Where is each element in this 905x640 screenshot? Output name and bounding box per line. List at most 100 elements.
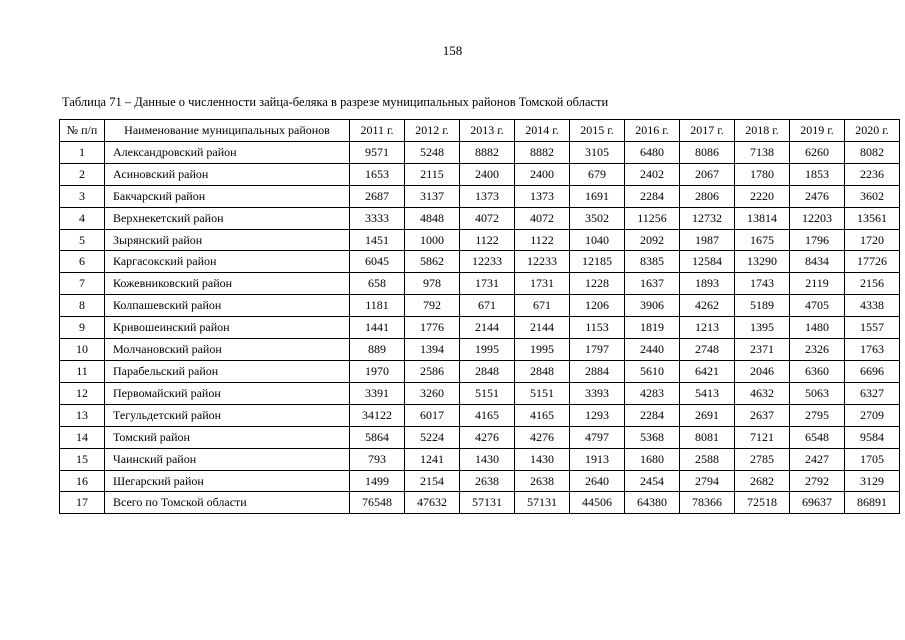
value-cell: 8434	[789, 250, 845, 274]
value-cell: 1000	[404, 228, 460, 252]
value-cell: 2709	[844, 403, 900, 427]
district-name-cell: Молчановский район	[104, 338, 350, 361]
row-number-cell: 5	[59, 228, 105, 252]
value-cell: 47632	[404, 491, 460, 515]
value-cell: 1731	[459, 272, 515, 296]
value-cell: 2638	[459, 469, 515, 493]
value-cell: 1763	[844, 338, 900, 361]
value-cell: 1373	[459, 184, 515, 208]
column-header: 2018 г.	[734, 119, 790, 142]
district-name-cell: Каргасокский район	[104, 250, 350, 274]
value-cell: 5248	[404, 140, 460, 164]
value-cell: 4283	[624, 381, 680, 405]
district-name-cell: Александровский район	[104, 140, 350, 164]
district-name-cell: Тегульдетский район	[104, 403, 350, 427]
value-cell: 2682	[734, 469, 790, 493]
value-cell: 5413	[679, 381, 735, 405]
column-header: 2019 г.	[789, 119, 845, 142]
value-cell: 13561	[844, 206, 900, 230]
value-cell: 2440	[624, 338, 680, 361]
column-header: 2011 г.	[349, 119, 405, 142]
value-cell: 4072	[459, 206, 515, 230]
value-cell: 8086	[679, 140, 735, 164]
district-name-cell: Бакчарский район	[104, 184, 350, 208]
value-cell: 78366	[679, 491, 735, 515]
value-cell: 5864	[349, 425, 405, 449]
district-name-cell: Колпашевский район	[104, 294, 350, 318]
value-cell: 17726	[844, 250, 900, 274]
value-cell: 1213	[679, 316, 735, 340]
value-cell: 6360	[789, 359, 845, 383]
value-cell: 2794	[679, 469, 735, 493]
value-cell: 3393	[569, 381, 625, 405]
value-cell: 4165	[514, 403, 570, 427]
value-cell: 64380	[624, 491, 680, 515]
value-cell: 1819	[624, 316, 680, 340]
value-cell: 34122	[349, 403, 405, 427]
value-cell: 2154	[404, 469, 460, 493]
value-cell: 12185	[569, 250, 625, 274]
value-cell: 5151	[514, 381, 570, 405]
column-header: 2016 г.	[624, 119, 680, 142]
value-cell: 12233	[514, 250, 570, 274]
value-cell: 9571	[349, 140, 405, 164]
value-cell: 5224	[404, 425, 460, 449]
column-header: 2020 г.	[844, 119, 900, 142]
value-cell: 2400	[459, 162, 515, 186]
value-cell: 5063	[789, 381, 845, 405]
value-cell: 671	[459, 294, 515, 318]
table-row: 6 Каргасокский район 6045 5862 12233 12233 121…	[59, 250, 900, 274]
value-cell: 1122	[514, 228, 570, 252]
value-cell: 2476	[789, 184, 845, 208]
table-row: 11 Парабельский район 1970 2586 2848 2848 2884…	[59, 359, 900, 383]
value-cell: 1995	[514, 338, 570, 361]
value-cell: 6017	[404, 403, 460, 427]
value-cell: 57131	[459, 491, 515, 515]
value-cell: 4276	[514, 425, 570, 449]
value-cell: 4848	[404, 206, 460, 230]
value-cell: 2284	[624, 403, 680, 427]
value-cell: 6421	[679, 359, 735, 383]
value-cell: 1293	[569, 403, 625, 427]
value-cell: 2115	[404, 162, 460, 186]
value-cell: 1451	[349, 228, 405, 252]
value-cell: 1653	[349, 162, 405, 186]
value-cell: 2236	[844, 162, 900, 186]
district-name-cell: Чаинский район	[104, 447, 350, 471]
value-cell: 3129	[844, 469, 900, 493]
value-cell: 69637	[789, 491, 845, 515]
district-name-cell: Кожевниковский район	[104, 272, 350, 296]
value-cell: 2402	[624, 162, 680, 186]
value-cell: 2806	[679, 184, 735, 208]
row-number-cell: 15	[59, 447, 105, 471]
value-cell: 1970	[349, 359, 405, 383]
value-cell: 57131	[514, 491, 570, 515]
value-cell: 2638	[514, 469, 570, 493]
district-name-cell: Всего по Томской области	[104, 491, 350, 515]
table-row: 9 Кривошеинский район 1441 1776 2144 2144 1153…	[59, 316, 900, 340]
value-cell: 1853	[789, 162, 845, 186]
value-cell: 2884	[569, 359, 625, 383]
value-cell: 12233	[459, 250, 515, 274]
district-name-cell: Верхнекетский район	[104, 206, 350, 230]
value-cell: 2371	[734, 338, 790, 361]
column-header: 2014 г.	[514, 119, 570, 142]
value-cell: 6260	[789, 140, 845, 164]
value-cell: 2427	[789, 447, 845, 471]
value-cell: 671	[514, 294, 570, 318]
value-cell: 6696	[844, 359, 900, 383]
value-cell: 2588	[679, 447, 735, 471]
table-body: 1 Александровский район 9571 5248 8882 8882 31…	[59, 140, 900, 515]
value-cell: 2144	[514, 316, 570, 340]
value-cell: 2687	[349, 184, 405, 208]
value-cell: 793	[349, 447, 405, 471]
table-row: 17 Всего по Томской области 76548 47632 5713…	[59, 491, 900, 515]
value-cell: 8385	[624, 250, 680, 274]
value-cell: 11256	[624, 206, 680, 230]
page-number: 158	[442, 43, 463, 58]
column-header: 2017 г.	[679, 119, 735, 142]
value-cell: 2848	[514, 359, 570, 383]
district-name-cell: Зырянский район	[104, 228, 350, 252]
value-cell: 2748	[679, 338, 735, 361]
value-cell: 12732	[679, 206, 735, 230]
